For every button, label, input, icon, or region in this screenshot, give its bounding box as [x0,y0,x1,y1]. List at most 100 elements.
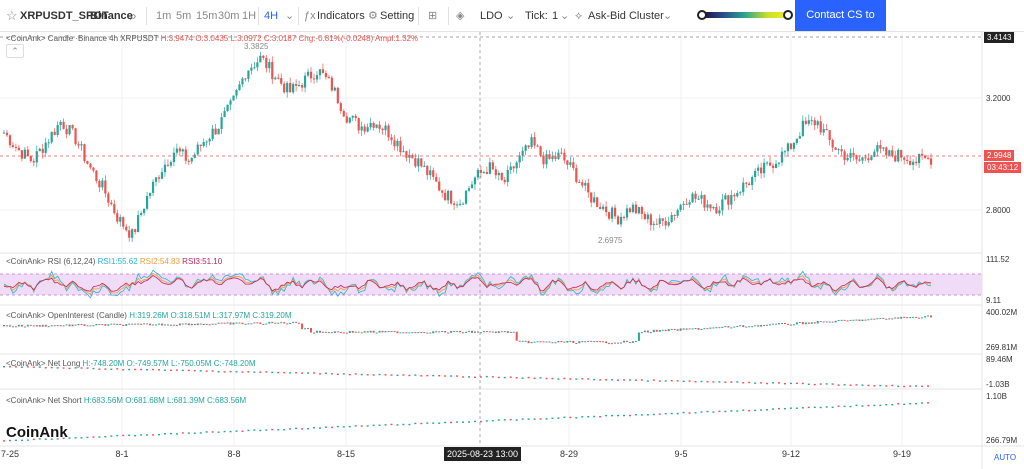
candle-body [479,169,483,173]
oi-candle [50,325,53,327]
chart-canvas[interactable]: 3.3825 2.6975 [0,32,1024,469]
layout-grid-icon[interactable]: ⊞ [428,10,438,22]
chevron-down-icon[interactable]: ⌄ [560,10,570,22]
chevron-down-icon[interactable]: ⌄ [285,10,295,22]
candle-body [250,67,253,71]
gear-icon[interactable]: ⚙ [368,10,378,22]
net-long-bar [539,377,542,379]
candle-body [846,157,849,161]
net-short-bar [688,412,691,414]
candle-body [494,169,497,176]
oi-candle [253,322,256,324]
setting-button[interactable]: Setting [380,10,415,22]
candle-body [610,207,614,219]
candle-body [819,121,822,133]
interval-1h[interactable]: 1H [242,10,257,22]
net-long-bar [676,380,679,382]
oi-candle [587,340,590,342]
interval-30m[interactable]: 30m [218,10,240,22]
candle-body [348,117,351,123]
slider-handle-right[interactable] [783,10,793,20]
candle-body [53,131,56,135]
candle-body [300,85,304,88]
oi-candle [339,331,342,333]
net-short-bar [420,422,423,425]
net-long-bar [682,380,685,383]
candle-body [148,192,152,196]
interval-4h[interactable]: 4H [264,10,279,22]
oi-candle [542,341,545,343]
interval-15m[interactable]: 15m [196,10,218,22]
oi-axis-top: 400.02M [986,308,1018,317]
net-short-bar [462,421,465,423]
oi-candle [491,331,494,333]
net-short-bar [772,408,775,410]
tick-value[interactable]: 1 [552,10,559,22]
net-long-bar [795,382,798,385]
candle-body [336,87,339,104]
candle-body [500,172,503,180]
oi-candle [715,327,718,329]
candle-body [667,221,670,226]
candle-body [530,137,533,148]
oi-candle [226,322,229,324]
oi-candle [837,320,840,322]
oi-candle [763,324,766,326]
net-short-bar [295,427,298,430]
collapse-legend-icon[interactable]: ⌃ [6,44,24,58]
layers-icon[interactable]: ◈ [456,10,465,22]
price-tick: 2.8000 [986,206,1011,215]
oi-candle [35,325,38,327]
net-long-bar [56,367,59,369]
tick-label: Tick: [525,10,548,22]
oi-candle [110,323,113,325]
net-long-bar [134,368,137,371]
candle-body [634,204,638,214]
oi-candle [509,331,512,333]
net-short-bar [754,409,757,412]
oi-candle [602,341,605,343]
candlestick-series[interactable] [2,51,933,242]
candle-body [783,151,787,153]
oi-candle [408,332,411,334]
oi-candle [20,324,23,327]
candle-body [679,204,682,211]
net-short-bar [402,423,405,426]
auto-scale-button[interactable]: AUTO [994,453,1017,462]
candle-body [533,137,536,146]
star-icon[interactable]: ☆ [6,8,18,23]
slider-handle-left[interactable] [697,10,707,20]
search-icon[interactable]: ⌕ [130,9,137,23]
oi-candle [476,331,479,333]
heatmap-color-slider[interactable] [697,10,793,20]
oi-candle [217,322,220,324]
interval-5m[interactable]: 5m [176,10,192,22]
candle-body [271,61,274,80]
symbol-name[interactable]: XRPUSDT_SPOT [20,10,109,22]
candle-body [74,128,77,145]
net-long-bar [718,381,721,383]
oi-candle [858,319,861,322]
contact-cs-button[interactable]: Contact CS to Claim [795,0,886,52]
oi-candle [381,330,384,333]
rsi3-value: RSI3:51.10 [182,257,223,266]
net-short-bar [551,417,554,420]
net-short-bar [289,428,292,430]
candle-body [485,172,488,174]
oi-candle [703,328,706,330]
indicators-button[interactable]: Indicators [317,10,365,22]
ask-bid-cluster[interactable]: Ask-Bid Cluster [588,10,664,22]
candle-body [232,95,235,101]
candle-body [47,142,50,144]
ldo-selector[interactable]: LDO [480,10,503,22]
net-long-bar [360,373,363,376]
net-long-bar [116,368,119,370]
interval-1m[interactable]: 1m [156,10,172,22]
chevron-down-icon[interactable]: ⌄ [663,10,673,22]
oi-candle [342,332,345,334]
chevron-down-icon[interactable]: ⌄ [506,10,516,22]
indicators-icon[interactable]: ƒx [304,10,316,22]
oi-candle [444,331,447,333]
oi-candle [497,331,500,334]
oi-candle [470,330,473,333]
